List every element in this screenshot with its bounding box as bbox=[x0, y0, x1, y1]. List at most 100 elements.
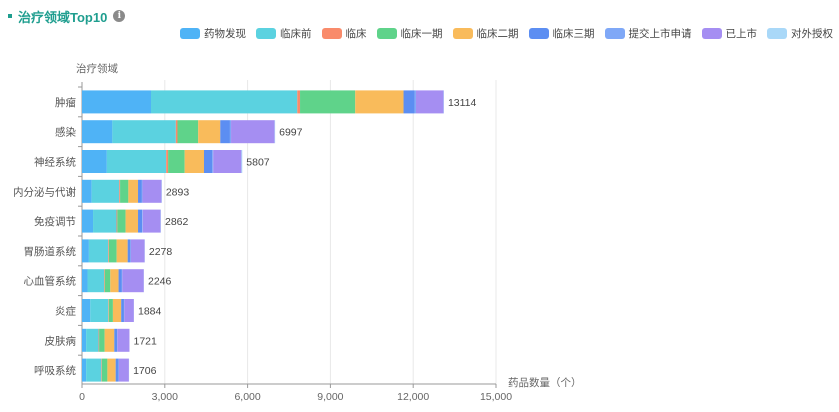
bar-segment bbox=[414, 90, 416, 114]
bar-segment bbox=[99, 328, 105, 352]
bar-segment bbox=[125, 209, 139, 233]
bar-segment bbox=[86, 358, 102, 382]
info-icon[interactable]: i bbox=[113, 10, 126, 22]
bar-segment bbox=[90, 299, 109, 322]
bar-segment bbox=[198, 120, 221, 144]
bar-segment bbox=[104, 328, 115, 352]
bar-segment bbox=[82, 358, 87, 382]
bar-segment bbox=[177, 120, 199, 144]
bar-segment bbox=[104, 269, 111, 293]
bar-segment bbox=[151, 90, 298, 114]
legend-item-1[interactable]: 临床前 bbox=[256, 26, 312, 41]
bar-segment bbox=[142, 209, 143, 233]
bar-segment bbox=[115, 358, 119, 382]
y-tick-label: 心血管系统 bbox=[24, 275, 77, 288]
legend-label: 药物发现 bbox=[204, 28, 246, 40]
legend-swatch bbox=[321, 28, 342, 39]
bar-segment bbox=[114, 328, 118, 352]
title-marker bbox=[8, 14, 12, 18]
total-data-label: 2246 bbox=[148, 276, 172, 288]
bar-segment bbox=[130, 239, 145, 263]
bar-segment bbox=[86, 328, 99, 352]
y-tick-label: 肿瘤 bbox=[55, 96, 76, 109]
bar-segment bbox=[168, 150, 185, 173]
legend-item-4[interactable]: 临床二期 bbox=[452, 26, 519, 41]
bar-segment bbox=[118, 358, 129, 382]
total-data-label: 5807 bbox=[246, 157, 270, 169]
total-data-label: 2893 bbox=[166, 186, 190, 198]
bar-segment bbox=[82, 328, 87, 352]
bar-segment bbox=[297, 90, 301, 114]
bar-segment bbox=[212, 150, 214, 173]
legend-label: 已上市 bbox=[725, 28, 758, 40]
y-tick-label: 内分泌与代谢 bbox=[13, 185, 76, 198]
legend-item-5[interactable]: 临床三期 bbox=[528, 26, 595, 41]
bar-segment bbox=[101, 358, 108, 382]
bar-segment bbox=[91, 179, 120, 203]
bar-segment bbox=[142, 179, 162, 203]
legend-item-8[interactable]: 对外授权 bbox=[767, 26, 833, 41]
chart-legend: 药物发现 临床前 临床 临床一期 临床二期 临床三期 提交上市申请 已上市 对外授权 bbox=[170, 26, 833, 41]
bar-segment bbox=[108, 239, 109, 263]
bar-segment bbox=[121, 299, 124, 322]
legend-swatch bbox=[376, 28, 397, 39]
bar-segment bbox=[122, 269, 144, 293]
bar-segment bbox=[117, 328, 130, 352]
bar-segment bbox=[166, 150, 169, 173]
bar-segment bbox=[82, 239, 89, 263]
bar-segment bbox=[124, 299, 134, 322]
total-data-label: 2862 bbox=[165, 216, 189, 228]
bar-segment bbox=[106, 150, 167, 173]
bar-segment bbox=[213, 150, 242, 173]
y-tick-label: 炎症 bbox=[55, 305, 76, 318]
bar-segment bbox=[229, 120, 232, 144]
bar-segment bbox=[82, 299, 91, 322]
bar-segment bbox=[104, 269, 105, 293]
y-tick-label: 神经系统 bbox=[34, 156, 76, 169]
chart-header: 治疗领域Top10 i bbox=[8, 6, 126, 26]
total-data-label: 2278 bbox=[149, 246, 173, 258]
legend-label: 临床三期 bbox=[552, 28, 595, 40]
bar-segment bbox=[355, 90, 404, 114]
total-data-label: 6997 bbox=[279, 127, 303, 139]
legend-label: 对外授权 bbox=[791, 28, 833, 40]
legend-swatch bbox=[180, 28, 200, 39]
x-tick-label: 0 bbox=[79, 391, 85, 403]
bar-segment bbox=[108, 299, 113, 322]
x-axis-title: 药品数量（个） bbox=[508, 376, 582, 389]
bar-segment bbox=[119, 179, 121, 203]
legend-swatch bbox=[528, 28, 549, 39]
legend-item-6[interactable]: 提交上市申请 bbox=[604, 26, 692, 41]
legend-item-3[interactable]: 临床一期 bbox=[376, 26, 443, 41]
bar-segment bbox=[128, 179, 139, 203]
y-tick-label: 胃肠道系统 bbox=[24, 245, 77, 258]
bar-segment bbox=[415, 90, 444, 114]
bar-segment bbox=[220, 120, 230, 144]
legend-swatch bbox=[452, 28, 473, 39]
legend-label: 临床前 bbox=[280, 28, 312, 40]
bar-segment bbox=[403, 90, 415, 114]
bar-segment bbox=[300, 90, 356, 114]
bar-segment bbox=[116, 209, 118, 233]
bar-segment bbox=[82, 150, 107, 173]
bar-segment bbox=[101, 358, 102, 382]
legend-item-0[interactable]: 药物发现 bbox=[180, 26, 246, 41]
legend-label: 临床 bbox=[345, 28, 367, 40]
total-data-label: 1884 bbox=[138, 306, 162, 318]
x-tick-label: 6,000 bbox=[234, 391, 260, 403]
bar-segment bbox=[107, 358, 116, 382]
bar-segment bbox=[82, 90, 151, 114]
legend-label: 提交上市申请 bbox=[628, 28, 692, 40]
bar-segment bbox=[82, 269, 88, 293]
legend-swatch bbox=[256, 28, 276, 39]
x-tick-label: 12,000 bbox=[397, 391, 429, 403]
y-tick-label: 皮肤病 bbox=[45, 334, 77, 347]
y-axis-title: 治疗领域 bbox=[76, 62, 118, 75]
total-data-label: 13114 bbox=[448, 97, 477, 109]
legend-item-7[interactable]: 已上市 bbox=[701, 26, 758, 41]
legend-item-2[interactable]: 临床 bbox=[321, 26, 367, 41]
bar-segment bbox=[93, 209, 117, 233]
bar-segment bbox=[138, 209, 143, 233]
legend-label: 临床一期 bbox=[400, 28, 443, 40]
bar-segment bbox=[112, 120, 176, 144]
